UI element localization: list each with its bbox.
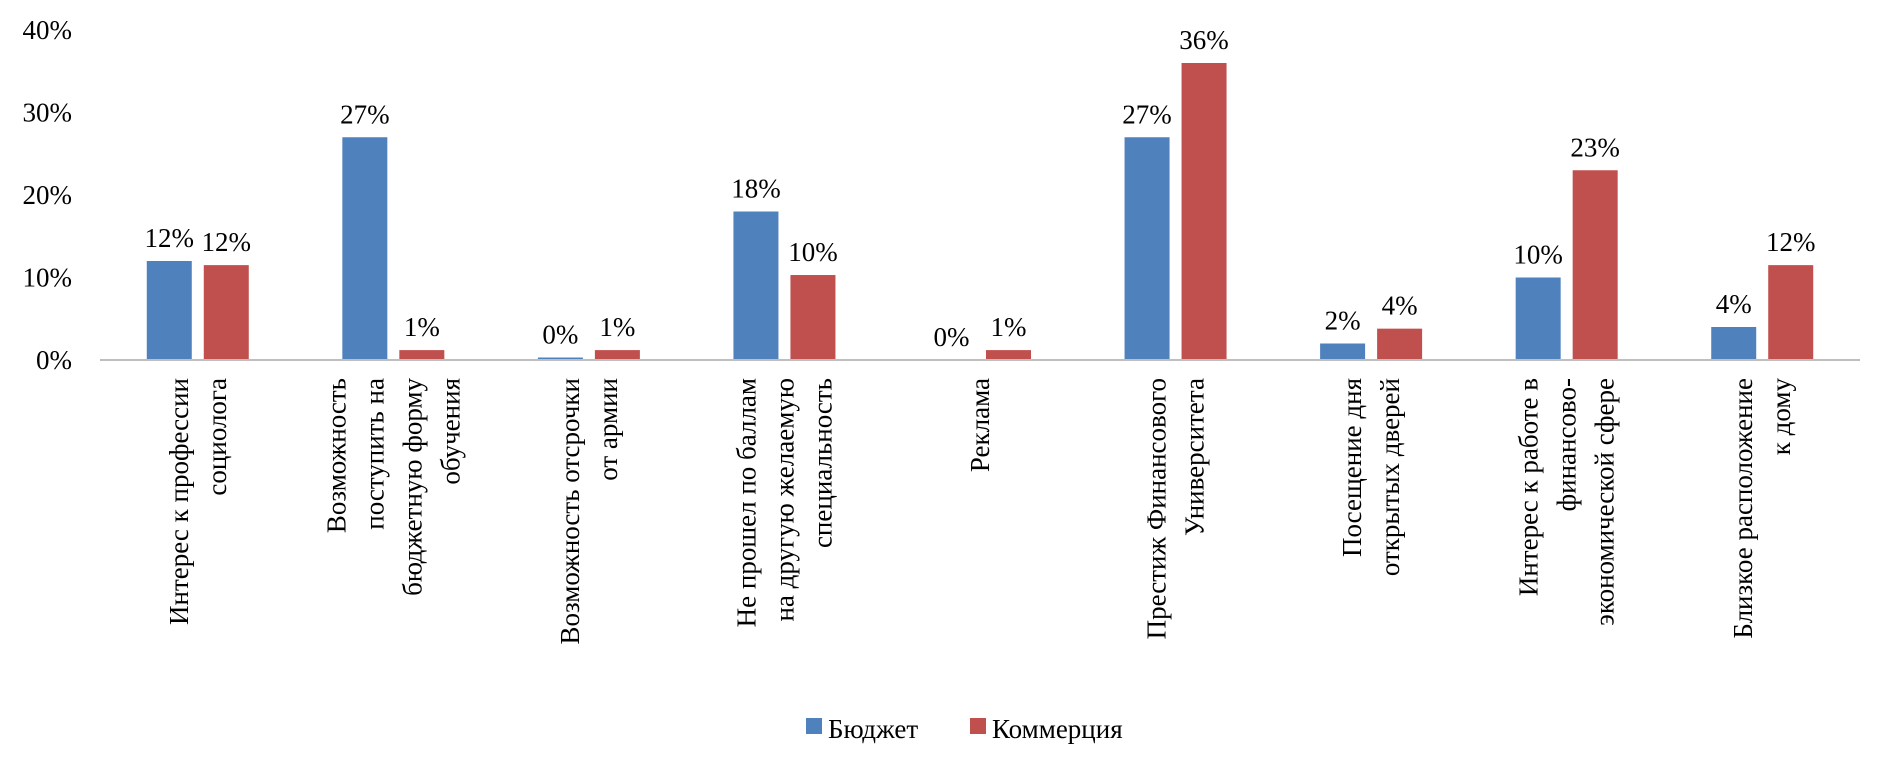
- bar-commerce: [986, 350, 1031, 360]
- category-label: Посещение дня открытых дверей: [1337, 378, 1405, 576]
- data-label: 27%: [340, 99, 390, 129]
- data-label: 2%: [1325, 306, 1361, 336]
- category-label: Возможность поступить на бюджетную форму об…: [321, 378, 465, 596]
- category-label-line: финансово-: [1552, 378, 1582, 511]
- bar-budget: [537, 357, 583, 360]
- category-label-line: к дому: [1766, 378, 1796, 456]
- bar-budget: [733, 211, 779, 360]
- category-label: Реклама: [965, 378, 995, 472]
- legend-swatch: [970, 718, 986, 734]
- data-labels: 12% 12%27%1% 0% 1%18%10%0% 1%27%36%2% 4%10%23…: [145, 25, 1816, 352]
- bar-budget: [342, 137, 388, 360]
- category-label-line: Реклама: [965, 378, 995, 472]
- legend-swatch: [806, 718, 822, 734]
- category-label-line: Интерес к работе в: [1514, 378, 1544, 596]
- category-label-line: Не прошел по баллам: [731, 378, 761, 627]
- svg-text:Реклама: Реклама: [965, 378, 995, 472]
- category-label: Интерес к профессии социолога: [164, 378, 232, 625]
- bar-budget: [1124, 137, 1170, 360]
- bar-budget: [1711, 327, 1757, 360]
- bar-budget: [1320, 343, 1366, 360]
- category-label-line: Возможность отсрочки: [555, 378, 585, 645]
- category-label-line: специальность: [807, 378, 837, 548]
- data-label: 1%: [404, 312, 440, 342]
- data-label: 27%: [1122, 99, 1172, 129]
- category-label-line: Престиж Финансового: [1142, 378, 1172, 639]
- bar-budget: [1515, 277, 1561, 360]
- y-tick-label: 30%: [23, 98, 73, 128]
- category-label-line: на другую желаемую: [769, 378, 799, 622]
- data-label: 18%: [731, 174, 781, 204]
- data-label: 10%: [788, 237, 838, 267]
- y-tick-label: 10%: [23, 263, 73, 293]
- bar-budget: [146, 261, 192, 360]
- bar-commerce: [399, 350, 445, 360]
- y-tick-label: 0%: [36, 345, 72, 375]
- legend: Бюджет Коммерция: [806, 714, 1123, 744]
- y-tick-label: 40%: [23, 15, 73, 45]
- data-label: 23%: [1570, 132, 1620, 162]
- category-label-line: Интерес к профессии: [164, 378, 194, 625]
- category-label-line: Посещение дня: [1337, 378, 1367, 557]
- category-label-line: от армии: [593, 378, 623, 481]
- data-label: 12%: [202, 227, 252, 257]
- category-label-line: обучения: [435, 378, 465, 485]
- category-label-line: экономической сфере: [1590, 378, 1620, 626]
- data-label: 0%: [542, 320, 578, 350]
- y-tick-label: 20%: [23, 180, 73, 210]
- legend-label: Бюджет: [828, 714, 918, 744]
- y-axis: 0% 10% 20% 30% 40%: [23, 15, 73, 375]
- data-label: 4%: [1382, 291, 1418, 321]
- bar-commerce: [1181, 63, 1227, 360]
- category-label-line: Университета: [1180, 378, 1210, 536]
- category-label-line: Близкое расположение: [1728, 378, 1758, 639]
- data-label: 10%: [1513, 240, 1563, 270]
- bar-commerce: [203, 265, 249, 360]
- legend-label: Коммерция: [992, 714, 1123, 744]
- category-label-line: Возможность: [321, 378, 351, 533]
- category-label: Престиж Финансового Университета: [1142, 378, 1210, 639]
- category-labels: Интерес к профессии социолога Возможность п…: [164, 378, 1796, 645]
- data-label: 1%: [991, 312, 1027, 342]
- data-label: 36%: [1179, 25, 1229, 55]
- category-label: Не прошел по баллам на другую желаемую спе…: [731, 378, 837, 627]
- bar-commerce: [594, 350, 640, 360]
- category-label-line: открытых дверей: [1375, 378, 1405, 576]
- bar-commerce: [790, 275, 836, 360]
- category-label: Интерес к работе в финансово-экономическо…: [1514, 378, 1620, 626]
- category-label: Возможность отсрочки от армии: [555, 378, 623, 645]
- category-label-line: бюджетную форму: [397, 378, 427, 596]
- category-label-line: поступить на: [359, 378, 389, 530]
- bar-commerce: [1377, 328, 1423, 360]
- bar-commerce: [1768, 265, 1814, 360]
- category-label: Близкое расположение к дому: [1728, 378, 1796, 639]
- bars: [146, 63, 1814, 360]
- category-label-line: социолога: [202, 378, 232, 496]
- data-label: 4%: [1716, 289, 1752, 319]
- data-label: 1%: [599, 312, 635, 342]
- bar-commerce: [1572, 170, 1618, 360]
- data-label: 12%: [1766, 227, 1816, 257]
- data-label: 12%: [145, 223, 195, 253]
- data-label: 0%: [934, 322, 970, 352]
